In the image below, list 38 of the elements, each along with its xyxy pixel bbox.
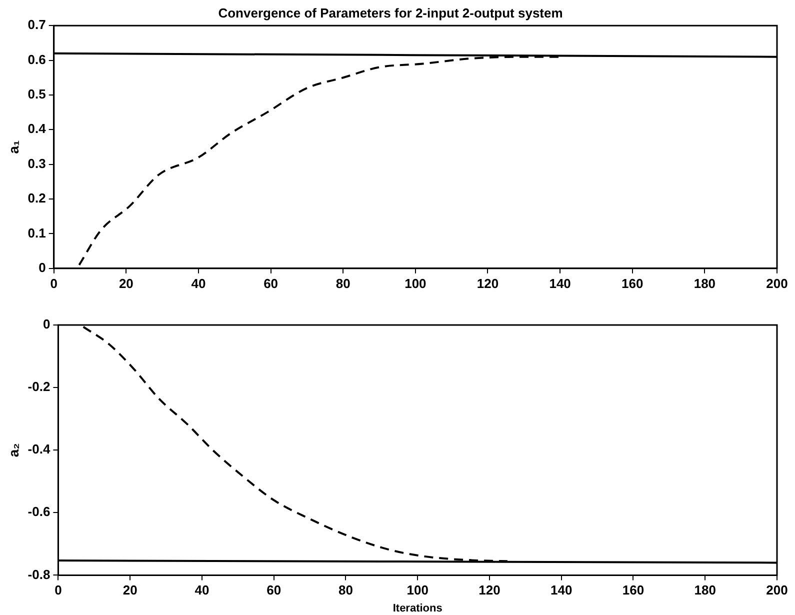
x-tick-label: 40: [194, 582, 210, 598]
x-tick-label: 140: [550, 582, 572, 598]
y-tick-label: 0.3: [28, 156, 46, 171]
x-axis-title: Iterations: [392, 602, 442, 614]
x-tick-label: 140: [549, 276, 571, 291]
y-tick-label: 0.1: [28, 225, 46, 240]
x-tick-label: 160: [622, 582, 644, 598]
x-tick-label: 200: [766, 582, 788, 598]
x-tick-label: 160: [622, 276, 644, 291]
y-tick-label: -0.4: [28, 442, 51, 457]
x-tick-label: 180: [694, 276, 716, 291]
x-tick-label: 0: [54, 582, 62, 598]
x-tick-label: 20: [122, 582, 138, 598]
y-axis-title: a₁: [5, 140, 22, 154]
y-tick-label: 0.4: [28, 121, 47, 136]
y-tick-label: 0.2: [28, 190, 46, 206]
y-tick-label: -0.6: [28, 504, 50, 520]
x-tick-label: 20: [118, 276, 134, 291]
y-tick-label: -0.8: [28, 566, 50, 582]
x-tick-label: 60: [266, 582, 282, 598]
x-tick-label: 60: [264, 276, 278, 291]
y-tick-label: 0.6: [28, 52, 46, 67]
y-tick-label: 0: [38, 260, 46, 275]
y-axis-title: a₂: [5, 443, 22, 458]
x-tick-label: 120: [478, 582, 500, 598]
y-tick-label: 0: [42, 316, 50, 332]
y-tick-label: -0.2: [28, 379, 50, 394]
chart-title: Convergence of Parameters for 2-input 2-output system: [218, 5, 563, 20]
y-tick-label: 0.7: [28, 17, 46, 32]
x-tick-label: 100: [404, 276, 426, 291]
y-tick-label: 0.5: [28, 86, 46, 102]
x-tick-label: 120: [476, 276, 499, 291]
x-tick-label: 80: [338, 582, 353, 598]
x-tick-label: 80: [336, 276, 350, 291]
x-tick-label: 200: [766, 276, 788, 291]
x-tick-label: 180: [694, 582, 716, 598]
x-tick-label: 40: [191, 276, 206, 291]
x-tick-label: 100: [406, 582, 428, 598]
